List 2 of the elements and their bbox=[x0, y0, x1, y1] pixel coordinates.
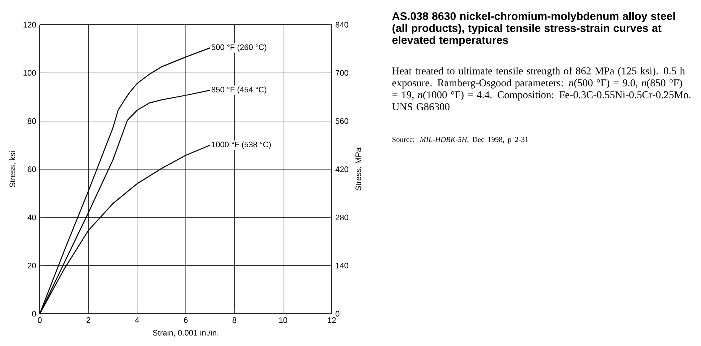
text: Heat treated to ultimate tensile strength of 862 MPa (125 ksi). 0.5 h exposure. Ramberg-Osgood parameters: n(500 °F) = 9.0, n(850 °F) = 19, n(1000 °F) = 4.4. Composition: Fe-0.3C-0.55Ni-0.5Cr-0.25Mo. UNS G86300 bbox=[392, 67, 691, 111]
text: AS.038 8630 nickel-chromium-molybdenum alloy steel (all products), typical tensile stress-strain curves at elevated temperatures bbox=[392, 12, 676, 46]
